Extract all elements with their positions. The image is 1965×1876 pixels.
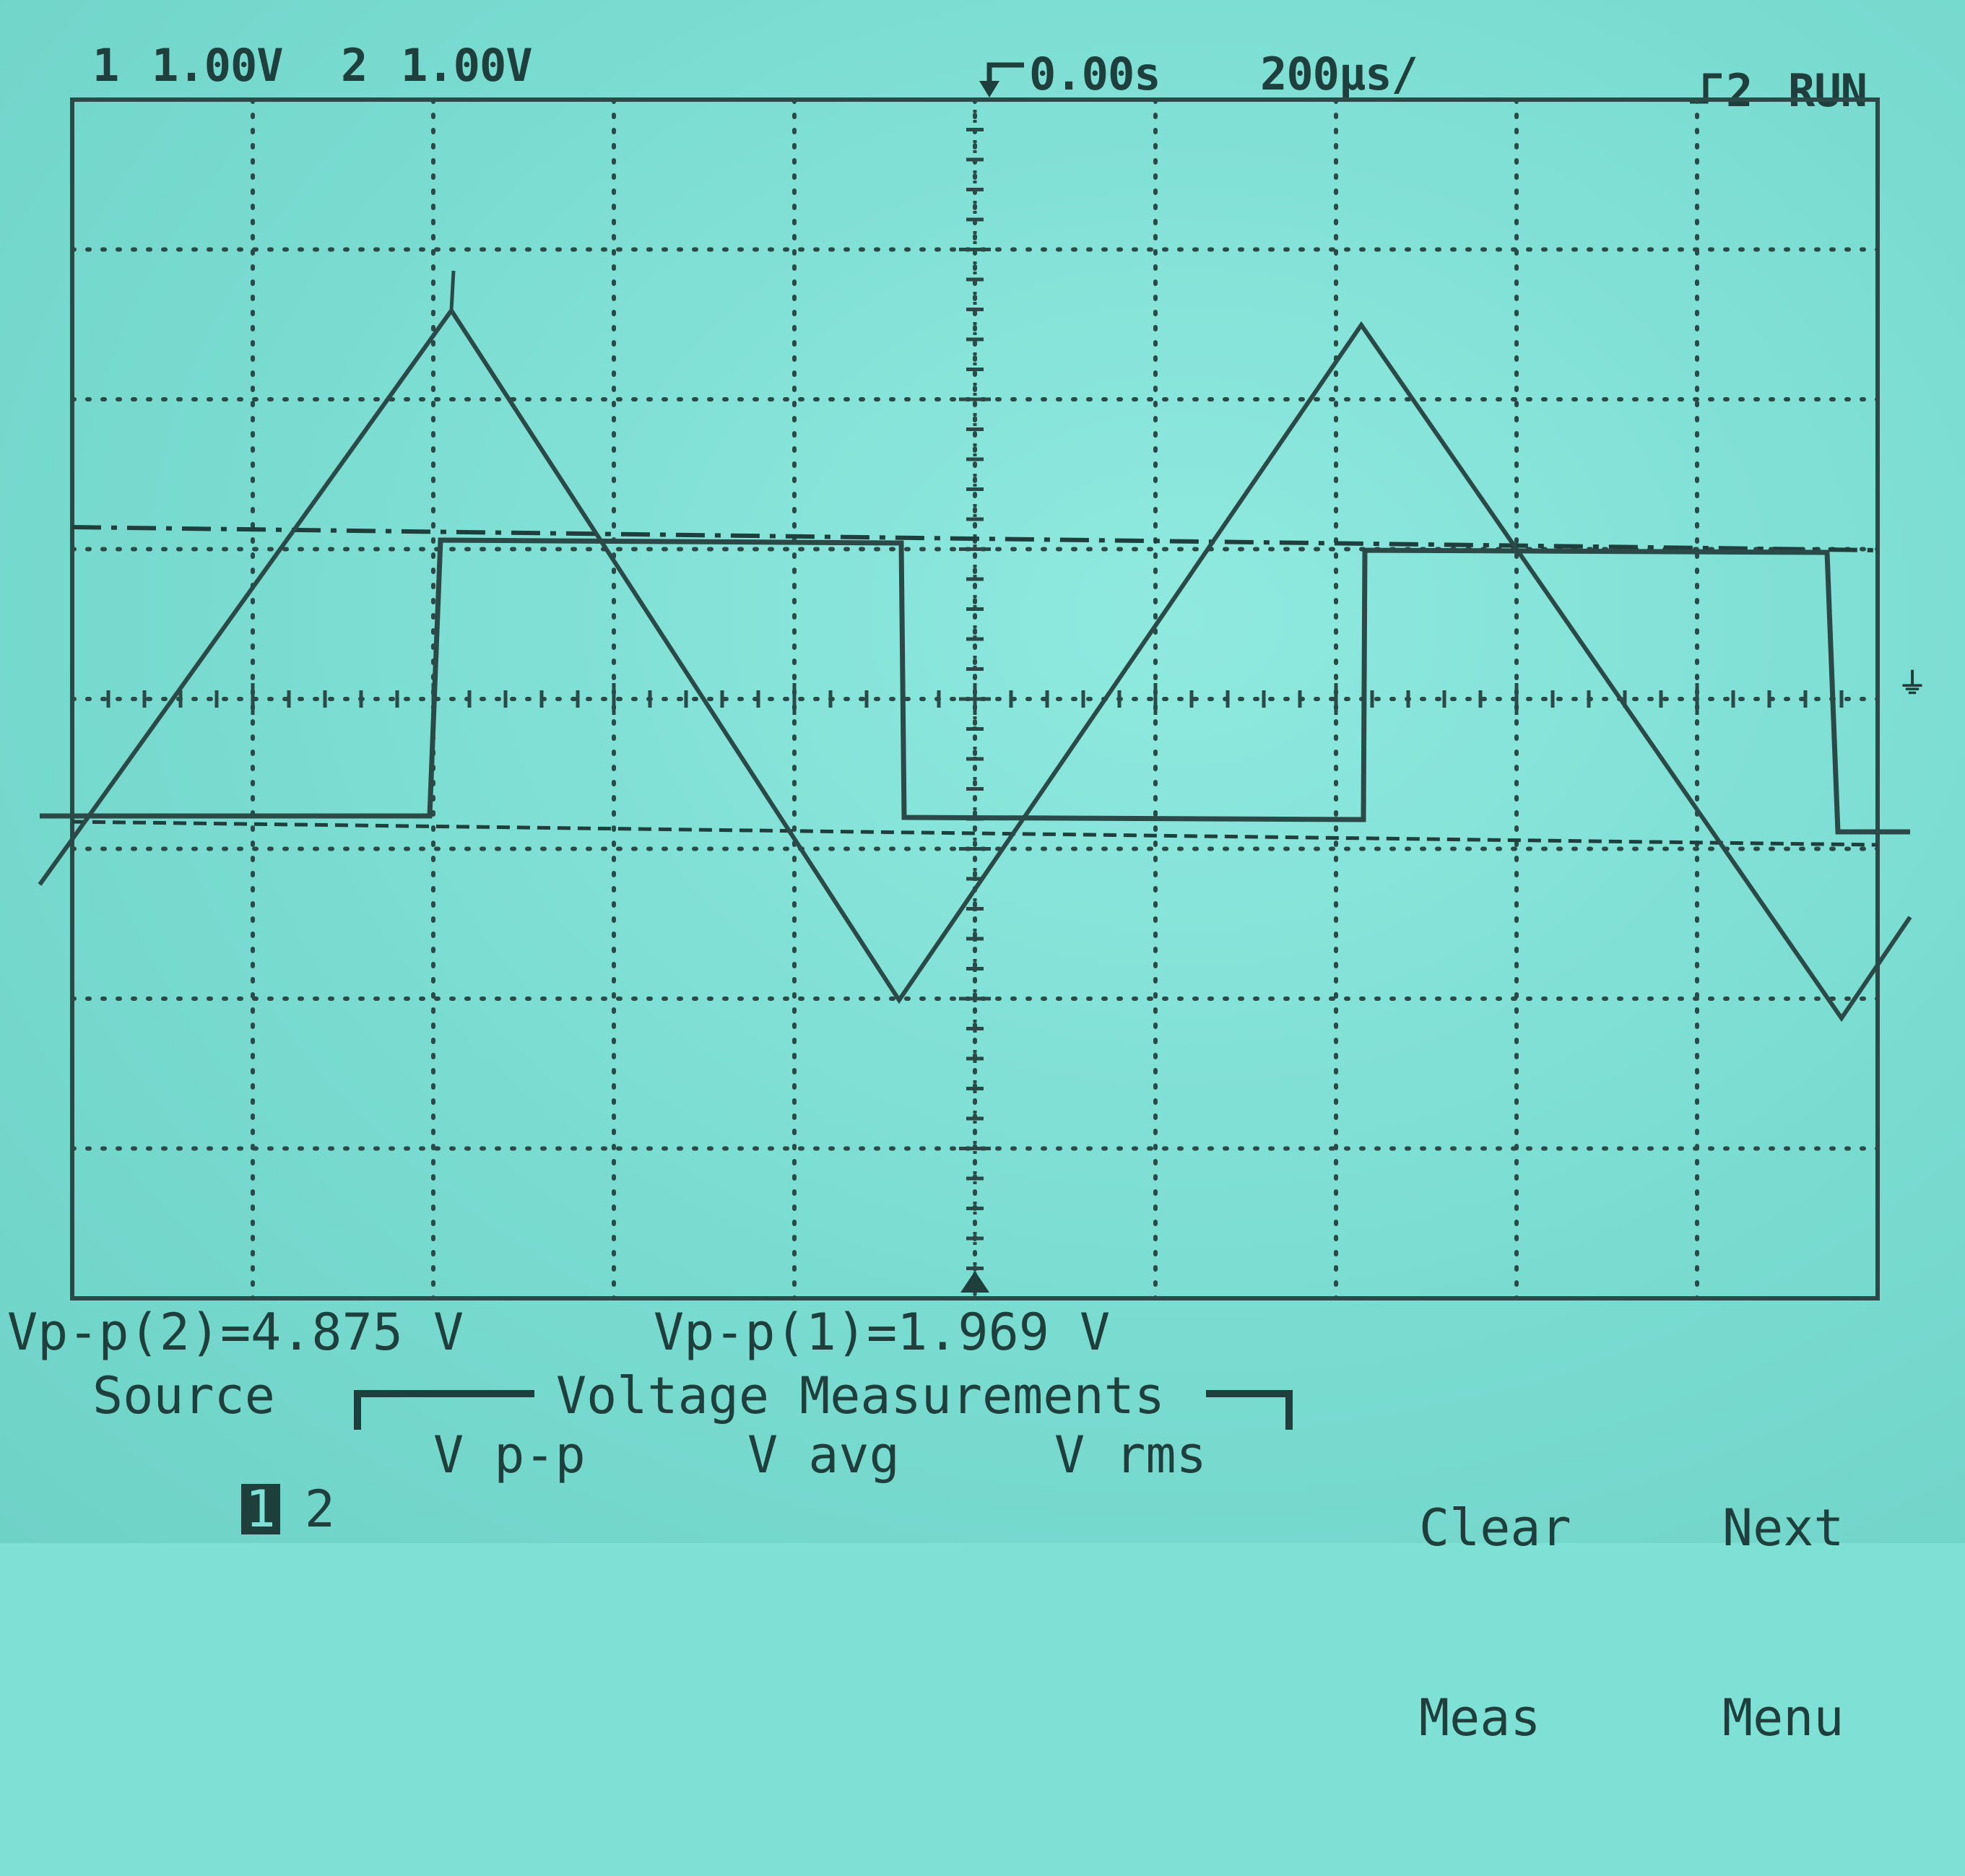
time-offset: 0.00s [1029, 48, 1161, 100]
ch1-scale: 1.00V [152, 39, 284, 92]
upper-reference-line [71, 525, 1878, 552]
source-label: Source [92, 1366, 275, 1425]
group-bracket-right [1206, 1390, 1293, 1430]
next-menu-softkey[interactable]: Next Menu [1722, 1371, 1844, 1876]
time-offset-marker-icon [986, 62, 1024, 94]
ch2-scale: 1.00V [401, 39, 533, 92]
source-option-2[interactable]: 2 [304, 1480, 335, 1539]
next-menu-line2: Menu [1722, 1688, 1844, 1747]
ch2-ground-marker-icon: ⏚ [1898, 667, 1927, 700]
trigger-position-marker-icon [960, 1271, 989, 1293]
vpp-softkey[interactable]: V p-p [433, 1425, 586, 1485]
ch2-number: 2 [341, 39, 368, 92]
ch2-vpp-readout: Vp-p(2)=4.875 V [7, 1303, 464, 1362]
group-bracket-left [354, 1390, 534, 1430]
voltage-measurements-title: Voltage Measurements [556, 1366, 1165, 1425]
trigger-edge-icon [1690, 73, 1722, 104]
vavg-softkey[interactable]: V avg [747, 1425, 900, 1485]
run-status: RUN [1788, 64, 1868, 117]
clear-meas-softkey[interactable]: Clear Meas [1419, 1371, 1571, 1876]
oscilloscope-screen: 1 1.00V 2 1.00V 0.00s 200µs/ 2 RUN ⏚ Vp-… [0, 0, 1965, 1747]
ch1-number: 1 [92, 39, 119, 92]
source-option-1[interactable]: 1 [240, 1484, 280, 1534]
peak-spike [449, 270, 456, 311]
clear-meas-line2: Meas [1419, 1688, 1541, 1747]
graticule-grid [70, 97, 1880, 1300]
square-wave-trace [40, 537, 1910, 835]
trigger-source: 2 [1726, 64, 1753, 117]
waveform-display: ⏚ [38, 62, 1927, 1300]
time-offset-arrow-icon [979, 81, 999, 97]
lower-reference-line [71, 820, 1878, 847]
triangle-wave-trace [38, 306, 1912, 1022]
timebase: 200µs/ [1260, 48, 1418, 100]
next-menu-line1: Next [1722, 1498, 1844, 1558]
vrms-softkey[interactable]: V rms [1054, 1425, 1207, 1485]
clear-meas-line1: Clear [1419, 1498, 1571, 1558]
ch1-vpp-readout: Vp-p(1)=1.969 V [654, 1303, 1111, 1362]
